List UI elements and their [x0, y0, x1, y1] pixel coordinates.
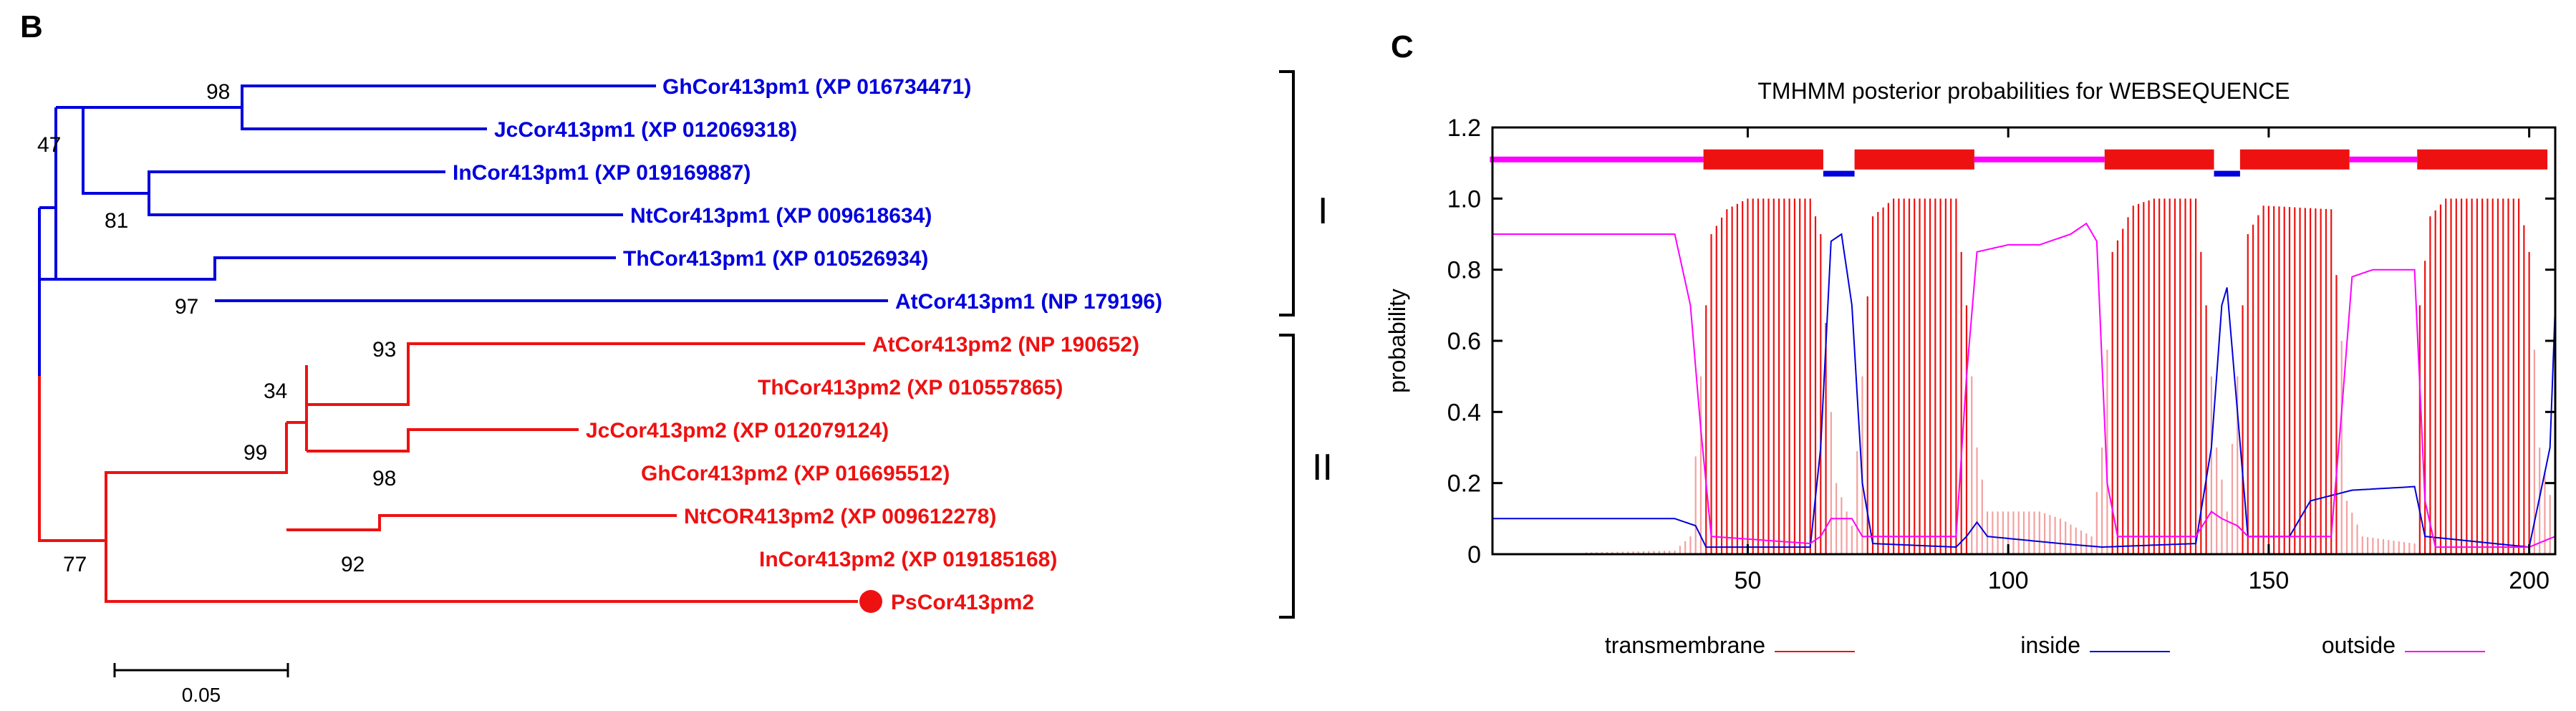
clade-ii-branches — [38, 342, 865, 603]
taxon-label: ThCor413pm1 (XP 010526934) — [623, 247, 928, 271]
taxon-labels: GhCor413pm1 (XP 016734471) JcCor413pm1 (… — [453, 75, 1162, 614]
taxon-label: GhCor413pm1 (XP 016734471) — [662, 75, 971, 99]
chart-marks — [1490, 149, 2557, 554]
x-tick-label: 100 — [1988, 567, 2029, 594]
taxon-label: GhCor413pm2 (XP 016695512) — [641, 462, 950, 485]
taxon-label: ThCor413pm2 (XP 010557865) — [758, 376, 1063, 400]
taxon-label: AtCor413pm2 (NP 190652) — [872, 333, 1139, 357]
panel-c-letter: C — [1391, 29, 1414, 64]
topology-transmembrane — [1703, 149, 1823, 170]
chart-title: TMHMM posterior probabilities for WEBSEQ… — [1757, 78, 2290, 104]
branch-node-47 — [39, 206, 57, 281]
y-tick-label: 0.4 — [1447, 399, 1481, 426]
branch-node-97 — [39, 256, 616, 281]
topology-outside — [1974, 156, 2105, 163]
bootstrap-value: 47 — [37, 133, 61, 157]
plot-frame — [1491, 126, 2557, 556]
x-tick-label: 200 — [2509, 567, 2550, 594]
tree-root-red-segment — [38, 376, 106, 542]
taxon-label: NtCor413pm1 (XP 009618634) — [630, 204, 932, 228]
taxon-label: InCor413pm1 (XP 019169887) — [453, 161, 751, 185]
chart-legend: transmembrane inside outside — [1605, 632, 2485, 658]
topology-inside — [2214, 170, 2240, 177]
y-axis-label: probability — [1384, 289, 1410, 393]
outside-curve — [1492, 222, 2556, 548]
taxon-label: NtCOR413pm2 (XP 009612278) — [684, 505, 996, 528]
taxon-label: AtCor413pm1 (NP 179196) — [895, 290, 1162, 314]
y-tick-label: 0.8 — [1447, 257, 1481, 284]
scale-bar — [113, 663, 289, 677]
bootstrap-values: 98 47 81 97 93 34 99 98 92 77 — [37, 80, 396, 576]
bootstrap-value: 81 — [105, 209, 128, 233]
bootstrap-value: 34 — [264, 379, 287, 403]
clade-i-bracket — [1279, 70, 1295, 316]
transmembrane-bars — [1585, 198, 2557, 554]
ps-taxon-marker — [859, 590, 882, 613]
taxon-label: JcCor413pm1 (XP 012069318) — [494, 118, 797, 142]
branch-nt-pm1 — [148, 193, 623, 216]
bootstrap-value: 93 — [372, 338, 396, 362]
legend-label-transmembrane: transmembrane — [1605, 632, 1765, 658]
panel-c-tmhmm-chart: C TMHMM posterior probabilities for WEBS… — [1384, 29, 2557, 658]
y-axis-ticks: 0 0.2 0.4 0.6 0.8 1.0 1.2 — [1447, 115, 2555, 569]
panel-b-letter: B — [20, 9, 43, 44]
topology-inside — [1823, 170, 1855, 177]
branch-node-81 — [56, 106, 445, 195]
branch-node-92 — [286, 514, 677, 531]
topology-outside — [2349, 156, 2418, 163]
bootstrap-value: 77 — [63, 553, 87, 576]
topology-outside — [1490, 156, 1704, 163]
bootstrap-value: 92 — [341, 553, 365, 576]
taxon-label: JcCor413pm2 (XP 012079124) — [586, 419, 889, 442]
panel-b-phylogenetic-tree: B GhCor413pm1 (XP 016734471) — [20, 9, 1333, 706]
scale-bar-label: 0.05 — [182, 684, 221, 706]
y-tick-label: 1.0 — [1447, 185, 1481, 213]
x-axis-ticks: 50 100 150 200 — [1735, 127, 2550, 594]
y-tick-label: 0.2 — [1447, 470, 1481, 498]
x-tick-label: 150 — [2249, 567, 2290, 594]
x-tick-label: 50 — [1735, 567, 1762, 594]
bootstrap-value: 98 — [206, 80, 230, 104]
bootstrap-value: 99 — [243, 441, 267, 465]
bootstrap-value: 98 — [372, 467, 396, 490]
bootstrap-value: 97 — [175, 295, 198, 319]
legend-label-inside: inside — [2020, 632, 2080, 658]
taxon-label: PsCor413pm2 — [891, 591, 1034, 614]
topology-transmembrane — [2239, 149, 2350, 170]
branch-ps-pm2 — [105, 541, 858, 603]
topology-transmembrane — [1854, 149, 1974, 170]
inside-curve — [1492, 233, 2556, 548]
clade-brackets — [1279, 70, 1295, 619]
clade-ii-bracket — [1279, 334, 1295, 619]
topology-transmembrane — [2104, 149, 2214, 170]
branch-jc-pm1 — [241, 107, 487, 130]
y-tick-label: 0 — [1467, 541, 1481, 569]
taxon-label: InCor413pm2 (XP 019185168) — [759, 548, 1057, 571]
branch-node-77 — [105, 422, 288, 541]
clade-i-label: I — [1318, 190, 1328, 232]
clade-ii-label: II — [1312, 447, 1333, 488]
branch-node-99 — [286, 365, 308, 451]
clade-i-branches — [38, 84, 888, 376]
branch-node-98b — [307, 428, 579, 453]
y-tick-label: 0.6 — [1447, 328, 1481, 355]
branch-node-98 — [56, 84, 656, 109]
y-tick-label: 1.2 — [1447, 115, 1481, 142]
topology-transmembrane — [2417, 149, 2548, 170]
legend-label-outside: outside — [2322, 632, 2396, 658]
